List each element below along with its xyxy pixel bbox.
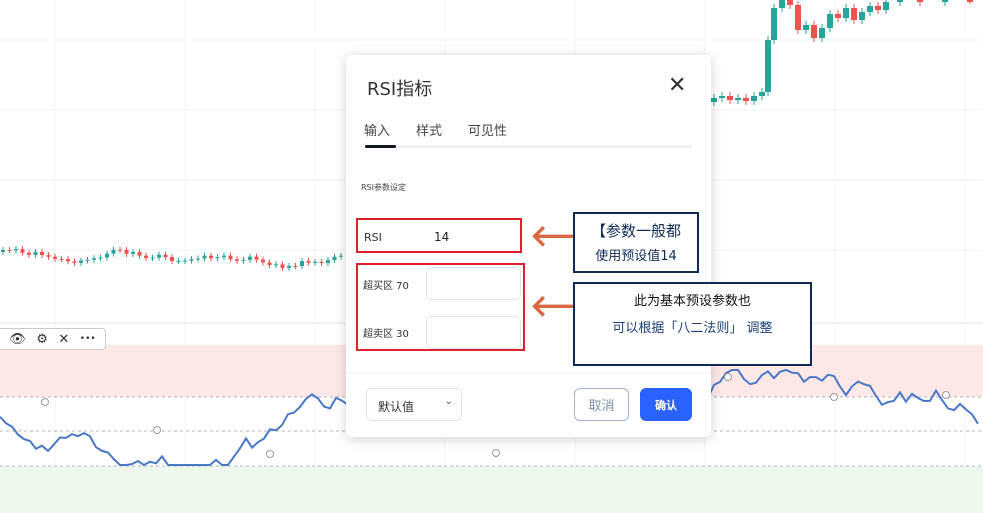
settings-icon[interactable]: ⚙	[36, 331, 48, 347]
candle	[46, 255, 51, 257]
candle	[124, 249, 129, 254]
candle	[66, 259, 70, 262]
confirm-button[interactable]: 确认	[640, 388, 692, 421]
candle	[254, 256, 259, 260]
candle	[79, 260, 83, 263]
candle	[280, 264, 285, 268]
candle	[267, 262, 272, 266]
candle	[157, 254, 161, 258]
tab-indicator	[365, 145, 692, 148]
overbought-label: 超买区 70	[363, 281, 409, 292]
highlight-rsi-box	[356, 218, 522, 253]
candle	[163, 254, 168, 258]
signal-marker	[266, 450, 274, 458]
annotation-note-2: 此为基本预设参数也 可以根据「八二法则」 调整	[573, 282, 812, 366]
candle	[300, 261, 304, 267]
candle	[1, 250, 5, 252]
candle	[85, 259, 90, 261]
candle	[144, 255, 148, 258]
eye-icon[interactable]: 👁	[9, 331, 26, 347]
candle	[313, 261, 317, 263]
dialog-title: RSI指标	[367, 79, 433, 100]
candle	[248, 256, 252, 260]
oversold-label: 超卖区 30	[363, 329, 409, 340]
candle	[72, 261, 77, 263]
preset-select[interactable]: 默认值 ⌄	[366, 388, 462, 421]
candle	[105, 253, 109, 258]
candle	[196, 258, 200, 260]
signal-marker	[830, 393, 838, 401]
candle	[33, 251, 38, 255]
candle	[326, 260, 330, 264]
annotation-note-1: 【参数一般都 使用预设值14	[573, 212, 699, 273]
signal-marker	[41, 398, 49, 406]
candle	[228, 255, 233, 260]
candle	[111, 249, 116, 254]
rsi-length-label: RSI	[364, 231, 382, 244]
candle	[137, 252, 142, 256]
candle	[235, 259, 239, 261]
candle	[27, 252, 31, 255]
tab-visibility[interactable]: 可见性	[468, 124, 508, 139]
candle	[274, 264, 278, 266]
tab-inputs[interactable]: 输入	[364, 124, 391, 139]
candle	[14, 249, 18, 251]
signal-marker	[724, 373, 732, 381]
note-line: 可以根据「八二法则」 调整	[612, 321, 773, 336]
candle	[222, 255, 226, 258]
signal-marker	[942, 391, 950, 399]
candle	[92, 258, 96, 260]
candle	[98, 257, 103, 259]
candle	[118, 249, 122, 251]
candle	[7, 250, 12, 252]
candle	[215, 257, 220, 259]
candle	[319, 261, 324, 264]
candle	[20, 249, 25, 253]
chevron-down-icon: ⌄	[444, 396, 453, 407]
note-line: 此为基本预设参数也	[633, 294, 751, 309]
signal-marker	[492, 449, 500, 457]
more-icon[interactable]: •••	[79, 334, 96, 344]
oversold-input[interactable]	[426, 316, 521, 349]
candle	[261, 259, 265, 263]
section-label: RSI参数设定	[361, 183, 406, 192]
indicator-toolbar: 👁 ⚙ ✕ •••	[0, 328, 106, 350]
candle	[40, 251, 44, 256]
candle	[189, 259, 194, 261]
oversold-zone	[0, 466, 983, 513]
candle	[183, 260, 187, 262]
candle	[293, 265, 298, 267]
tab-style[interactable]: 样式	[416, 124, 443, 139]
divider	[346, 372, 711, 373]
cancel-button[interactable]: 取消	[574, 388, 629, 421]
note-line: 【参数一般都	[590, 222, 681, 240]
signal-marker	[153, 426, 161, 434]
candle	[339, 255, 343, 257]
candle	[170, 257, 174, 262]
candle	[150, 257, 155, 259]
rsi-length-input[interactable]: 14	[426, 220, 521, 253]
highlight-zone-box	[356, 263, 525, 351]
close-icon[interactable]: ✕	[668, 73, 687, 98]
overbought-input[interactable]	[426, 267, 521, 300]
preset-value: 默认值	[378, 400, 415, 414]
candle	[241, 259, 246, 261]
candle	[332, 256, 337, 261]
candle	[209, 255, 213, 259]
candle	[287, 265, 291, 268]
candle	[59, 258, 64, 260]
candle	[53, 256, 57, 259]
candle	[131, 252, 135, 254]
note-line: 使用预设值14	[595, 249, 677, 264]
candle	[202, 255, 207, 259]
close-icon[interactable]: ✕	[58, 331, 70, 347]
candle	[306, 261, 311, 263]
candle	[176, 261, 181, 263]
